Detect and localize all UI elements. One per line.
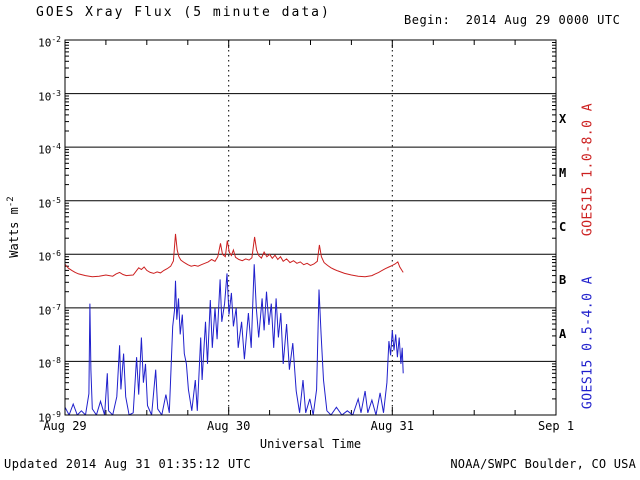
x-axis-title: Universal Time — [259, 437, 362, 451]
plot-border — [64, 39, 557, 416]
y-tick-label: 10-5 — [38, 195, 61, 211]
legend-short-channel-label: GOES15 0.5-4.0 A — [580, 275, 596, 410]
flare-class-x: X — [559, 112, 567, 127]
legend-long-channel-label: GOES15 1.0-8.0 A — [580, 102, 596, 237]
y-tick-label: 10-4 — [38, 142, 61, 157]
begin-timestamp: Begin: 2014 Aug 29 0000 UTC — [404, 13, 621, 27]
x-tick-label: Aug 30 — [206, 419, 251, 433]
x-tick-label: Aug 31 — [370, 419, 414, 433]
source-credit: NOAA/SWPC Boulder, CO USA — [450, 457, 636, 471]
flare-class-m: M — [559, 165, 567, 180]
flare-class-b: B — [559, 273, 567, 288]
long-channel-line — [65, 233, 404, 278]
chart-title: GOES Xray Flux (5 minute data) — [36, 5, 331, 20]
flare-class-a: A — [559, 326, 567, 341]
x-tick-label: Aug 29 — [43, 419, 87, 433]
y-tick-label: 10-6 — [38, 249, 61, 264]
x-tick-label: Sep 1 — [537, 419, 575, 433]
y-tick-label: 10-8 — [38, 356, 61, 372]
y-tick-label: 10-9 — [38, 410, 61, 425]
y-tick-label: 10-3 — [38, 88, 61, 104]
flare-class-c: C — [559, 219, 567, 234]
y-tick-label: 10-2 — [38, 35, 61, 50]
short-channel-line — [65, 264, 404, 415]
updated-timestamp: Updated 2014 Aug 31 01:35:12 UTC — [4, 457, 252, 471]
y-tick-label: 10-7 — [38, 302, 61, 318]
